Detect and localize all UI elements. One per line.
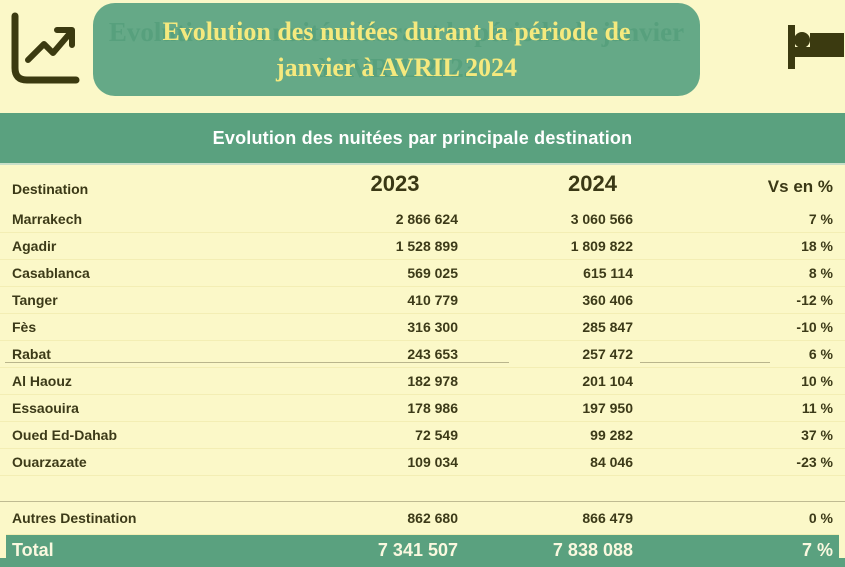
cell-2024: 3 060 566 <box>510 206 675 233</box>
section-title-bar: Evolution des nuitées par principale des… <box>0 113 845 165</box>
table-header-row: Destination 2023 2024 Vs en % <box>0 165 845 206</box>
cell-vs: 18 % <box>675 233 845 260</box>
cell-total-2023: 7 341 507 <box>280 535 510 567</box>
section-title-label: Evolution des nuitées par principale des… <box>213 128 633 149</box>
cell-2023: 182 978 <box>280 368 510 395</box>
cell-destination: Casablanca <box>0 260 280 287</box>
spacer-cell <box>280 476 510 502</box>
col-header-vs-percent: Vs en % <box>675 165 845 206</box>
table-spacer-row <box>0 476 845 502</box>
cell-vs: 7 % <box>675 206 845 233</box>
cell-vs: 11 % <box>675 395 845 422</box>
col-header-2024: 2024 <box>510 165 675 206</box>
col-header-destination: Destination <box>0 165 280 206</box>
cell-2024: 84 046 <box>510 449 675 476</box>
header-underline-rules <box>0 361 845 364</box>
table-row-total: Total 7 341 507 7 838 088 7 % <box>0 535 845 567</box>
table-row: Ouarzazate 109 034 84 046 -23 % <box>0 449 845 476</box>
cell-2024: 201 104 <box>510 368 675 395</box>
trending-up-chart-icon <box>6 10 84 90</box>
cell-2024: 99 282 <box>510 422 675 449</box>
cell-destination: Autres Destination <box>0 502 280 535</box>
page-title: Evolution des nuitées durant la période … <box>93 3 700 96</box>
cell-destination: Essaouira <box>0 395 280 422</box>
total-row-left-gutter <box>0 524 6 558</box>
spacer-cell <box>510 476 675 502</box>
table-row: Marrakech 2 866 624 3 060 566 7 % <box>0 206 845 233</box>
cell-2024: 285 847 <box>510 314 675 341</box>
cell-vs: 10 % <box>675 368 845 395</box>
spacer-cell <box>675 476 845 502</box>
cell-2023: 862 680 <box>280 502 510 535</box>
cell-2023: 109 034 <box>280 449 510 476</box>
header-rule-right <box>640 362 770 363</box>
cell-destination: Marrakech <box>0 206 280 233</box>
cell-2023: 316 300 <box>280 314 510 341</box>
cell-destination: Tanger <box>0 287 280 314</box>
cell-destination: Al Haouz <box>0 368 280 395</box>
cell-2023: 1 528 899 <box>280 233 510 260</box>
cell-2023: 2 866 624 <box>280 206 510 233</box>
title-banner: Evolution des nuitées durant la période … <box>93 3 700 96</box>
table-header: Destination 2023 2024 Vs en % <box>0 165 845 206</box>
cell-total-label: Total <box>0 535 280 567</box>
cell-2023: 569 025 <box>280 260 510 287</box>
cell-vs: 0 % <box>675 502 845 535</box>
table-row: Agadir 1 528 899 1 809 822 18 % <box>0 233 845 260</box>
cell-2024: 360 406 <box>510 287 675 314</box>
cell-destination: Oued Ed-Dahab <box>0 422 280 449</box>
cell-total-vs: 7 % <box>675 535 845 567</box>
cell-vs: -23 % <box>675 449 845 476</box>
table-body: Marrakech 2 866 624 3 060 566 7 % Agadir… <box>0 206 845 567</box>
table-row: Casablanca 569 025 615 114 8 % <box>0 260 845 287</box>
cell-vs: 37 % <box>675 422 845 449</box>
table-row: Al Haouz 182 978 201 104 10 % <box>0 368 845 395</box>
table-row-other-destinations: Autres Destination 862 680 866 479 0 % <box>0 502 845 535</box>
cell-2024: 1 809 822 <box>510 233 675 260</box>
cell-2023: 178 986 <box>280 395 510 422</box>
cell-vs: -10 % <box>675 314 845 341</box>
col-header-2023: 2023 <box>280 165 510 206</box>
cell-2023: 72 549 <box>280 422 510 449</box>
table-row: Oued Ed-Dahab 72 549 99 282 37 % <box>0 422 845 449</box>
cell-total-2024: 7 838 088 <box>510 535 675 567</box>
table-row: Fès 316 300 285 847 -10 % <box>0 314 845 341</box>
cell-2024: 615 114 <box>510 260 675 287</box>
bed-hotel-icon <box>782 15 844 77</box>
cell-2023: 410 779 <box>280 287 510 314</box>
table-row: Essaouira 178 986 197 950 11 % <box>0 395 845 422</box>
page-header: Evolution des nuitées durant la période … <box>0 0 845 113</box>
cell-destination: Fès <box>0 314 280 341</box>
cell-vs: -12 % <box>675 287 845 314</box>
cell-2024: 197 950 <box>510 395 675 422</box>
cell-destination: Ouarzazate <box>0 449 280 476</box>
cell-destination: Agadir <box>0 233 280 260</box>
cell-2024: 866 479 <box>510 502 675 535</box>
destinations-table-container: Destination 2023 2024 Vs en % Marrakech … <box>0 165 845 567</box>
spacer-cell <box>0 476 280 502</box>
destinations-table: Destination 2023 2024 Vs en % Marrakech … <box>0 165 845 567</box>
table-row: Tanger 410 779 360 406 -12 % <box>0 287 845 314</box>
total-row-right-gutter <box>839 524 845 558</box>
cell-vs: 8 % <box>675 260 845 287</box>
header-rule-left <box>5 362 509 363</box>
